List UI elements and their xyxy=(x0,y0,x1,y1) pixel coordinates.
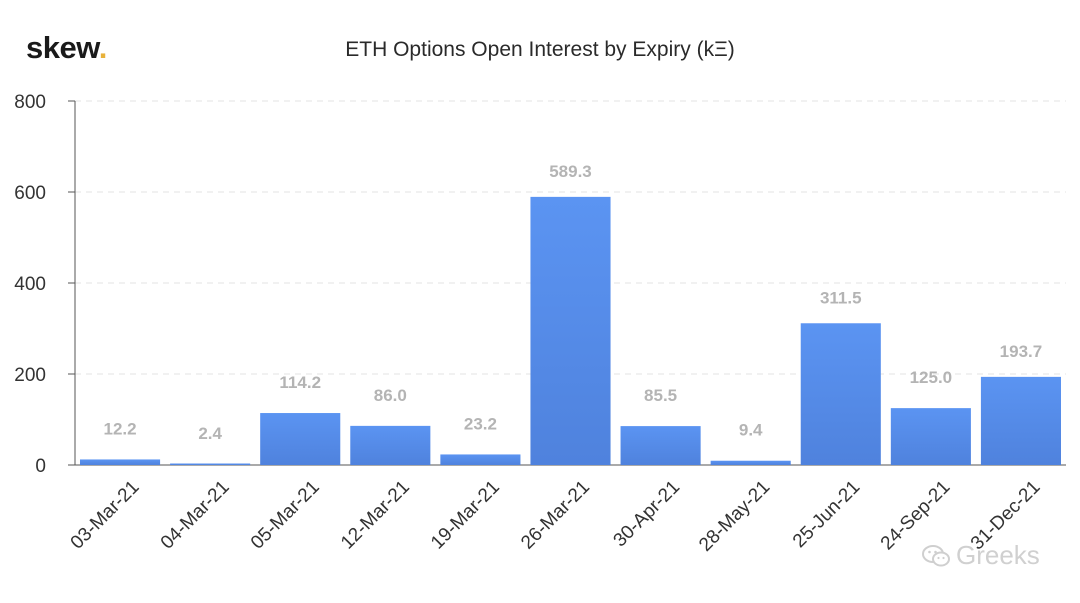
data-label: 2.4 xyxy=(198,424,222,443)
y-tick-label: 600 xyxy=(14,183,46,204)
data-label: 114.2 xyxy=(279,373,321,392)
wechat-icon xyxy=(922,544,950,566)
chart-title: ETH Options Open Interest by Expiry (kΞ) xyxy=(345,38,735,61)
data-label: 12.2 xyxy=(103,419,136,438)
bar xyxy=(260,413,341,465)
x-tick-label: 30-Apr-21 xyxy=(610,477,685,552)
x-axis-labels: 03-Mar-21 04-Mar-21 05-Mar-21 12-Mar-21 19-M… xyxy=(67,477,1045,556)
bar xyxy=(710,460,791,465)
watermark: Greeks xyxy=(922,540,1040,571)
data-label: 23.2 xyxy=(464,414,497,433)
x-tick-label: 05-Mar-21 xyxy=(247,477,324,554)
data-label: 85.5 xyxy=(644,386,677,405)
bar xyxy=(530,196,611,465)
data-label: 589.3 xyxy=(549,162,592,181)
data-label: 125.0 xyxy=(910,368,953,387)
data-label: 86.0 xyxy=(374,386,407,405)
bar xyxy=(80,459,161,465)
x-tick-label: 19-Mar-21 xyxy=(427,477,504,554)
data-label: 193.7 xyxy=(1000,342,1043,361)
data-label: 311.5 xyxy=(820,288,862,307)
bar xyxy=(170,463,251,465)
data-labels: 12.2 2.4 114.2 86.0 23.2 589.3 85.5 9.4 311.5 125… xyxy=(103,162,1042,443)
bar xyxy=(440,454,521,465)
x-tick-label: 28-May-21 xyxy=(695,477,774,556)
x-tick-label: 03-Mar-21 xyxy=(67,477,144,554)
bar xyxy=(890,408,971,465)
x-tick-label: 12-Mar-21 xyxy=(337,477,414,554)
y-tick-label: 0 xyxy=(35,456,46,477)
bar xyxy=(800,323,881,465)
x-tick-label: 04-Mar-21 xyxy=(157,477,234,554)
y-tick-label: 800 xyxy=(14,92,46,113)
bar xyxy=(980,376,1061,465)
x-tick-label: 26-Mar-21 xyxy=(517,477,594,554)
y-tick-label: 400 xyxy=(14,274,46,295)
bar xyxy=(350,425,431,465)
skew-logo: skew. xyxy=(26,30,107,65)
watermark-text: Greeks xyxy=(956,540,1040,570)
x-tick-label: 25-Jun-21 xyxy=(789,477,864,552)
data-label: 9.4 xyxy=(739,421,763,440)
bar xyxy=(620,426,701,465)
y-tick-label: 200 xyxy=(14,365,46,386)
bars xyxy=(80,196,1061,465)
